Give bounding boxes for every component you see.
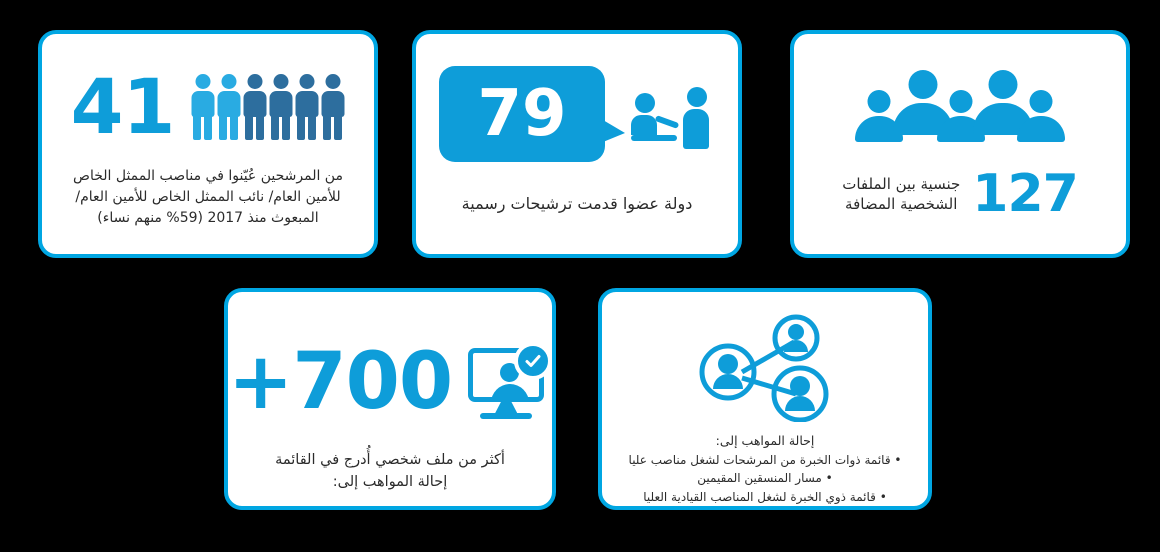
people-group-icon bbox=[190, 74, 345, 140]
talent-referral-lead: إحالة المواهب إلى: bbox=[715, 433, 815, 448]
nominations-figure-row: 79 bbox=[416, 62, 738, 166]
appointments-caption: من المرشحين عُيّنوا في مناصب الممثل الخا… bbox=[73, 168, 343, 226]
monitor-profile-verified-icon bbox=[466, 342, 552, 422]
stat-card-talent-referral: إحالة المواهب إلى: • قائمة ذوات الخبرة م… bbox=[598, 288, 932, 510]
stat-card-nominations: 79 دولة عضوا قدمت ترشيحات رسمية bbox=[412, 30, 742, 258]
network-people-icon bbox=[690, 314, 840, 423]
nationalities-caption-line2: الشخصية المضافة bbox=[845, 195, 958, 213]
nationalities-value: 127 bbox=[972, 164, 1079, 224]
speech-bubble-tail bbox=[603, 120, 625, 142]
speech-bubble-icon: 79 bbox=[439, 66, 625, 162]
crowd-icon bbox=[855, 70, 1065, 146]
profiles-caption: أكثر من ملف شخصي أُدرج في القائمة إحالة … bbox=[228, 450, 552, 494]
profiles-caption-line2: إحالة المواهب إلى: bbox=[332, 473, 448, 490]
nationalities-caption: جنسية بين الملفات الشخصية المضافة bbox=[842, 174, 960, 215]
talent-referral-bullet: • قائمة ذوي الخبرة لشغل المناصب القيادية… bbox=[643, 489, 887, 504]
talent-referral-text: إحالة المواهب إلى: • قائمة ذوات الخبرة م… bbox=[602, 432, 928, 506]
nationalities-figure-row: 127 جنسية بين الملفات الشخصية المضافة bbox=[794, 168, 1126, 220]
profiles-figure-row: +700 bbox=[228, 336, 552, 428]
check-icon bbox=[514, 342, 552, 380]
nationalities-caption-line1: جنسية بين الملفات bbox=[842, 174, 961, 193]
talent-referral-bullet: • مسار المنسقين المقيمين bbox=[697, 471, 833, 486]
profiles-value: +700 bbox=[228, 337, 453, 427]
appointments-value: 41 bbox=[70, 62, 176, 151]
profiles-caption-line1: أكثر من ملف شخصي أُدرج في القائمة bbox=[275, 452, 505, 468]
talent-referral-bullet: • قائمة ذوات الخبرة من المرشحات لشغل منا… bbox=[628, 452, 902, 467]
nominations-caption: دولة عضوا قدمت ترشيحات رسمية bbox=[461, 194, 693, 213]
people-at-desk-icon bbox=[631, 75, 715, 153]
stat-card-appointments: 41 من المرشحين عُيّنوا في مناصب الممثل ا… bbox=[38, 30, 378, 258]
nominations-value: 79 bbox=[477, 77, 567, 151]
stat-card-profiles: +700 أكثر من ملف شخصي أُدرج bbox=[224, 288, 556, 510]
stat-card-nationalities: 127 جنسية بين الملفات الشخصية المضافة bbox=[790, 30, 1130, 258]
appointments-figure-row: 41 bbox=[42, 64, 374, 150]
